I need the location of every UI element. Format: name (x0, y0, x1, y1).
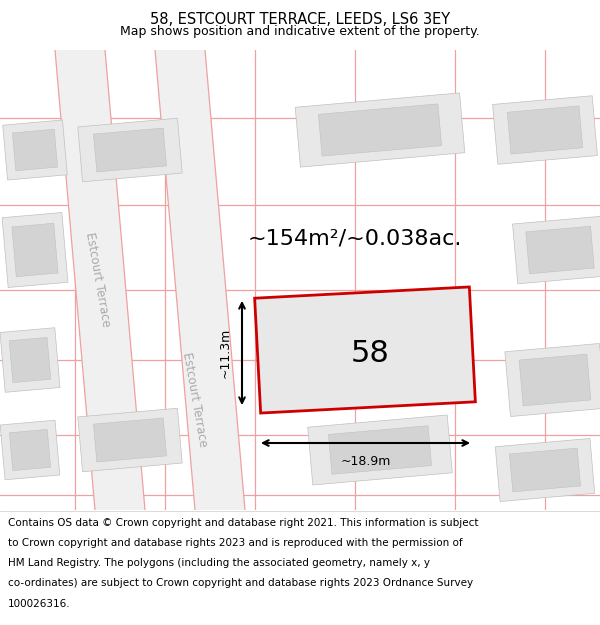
Text: to Crown copyright and database rights 2023 and is reproduced with the permissio: to Crown copyright and database rights 2… (8, 538, 463, 548)
Polygon shape (55, 50, 145, 510)
Text: Estcourt Terrace: Estcourt Terrace (83, 232, 113, 328)
Bar (2, 213, 68, 288)
Text: ~18.9m: ~18.9m (340, 455, 391, 468)
Bar (94, 128, 167, 172)
Bar (328, 426, 431, 474)
Polygon shape (155, 50, 245, 510)
Bar (10, 429, 50, 471)
Bar (505, 344, 600, 416)
Text: 58, ESTCOURT TERRACE, LEEDS, LS6 3EY: 58, ESTCOURT TERRACE, LEEDS, LS6 3EY (150, 12, 450, 28)
Bar (9, 338, 51, 382)
Bar (295, 93, 465, 167)
Bar (493, 96, 598, 164)
Text: ~11.3m: ~11.3m (219, 328, 232, 378)
Bar (12, 223, 58, 277)
Bar (526, 226, 594, 274)
Bar (3, 120, 67, 180)
Bar (495, 439, 595, 501)
Bar (0, 420, 60, 480)
Bar (254, 287, 475, 413)
Text: Estcourt Terrace: Estcourt Terrace (180, 352, 210, 448)
Text: HM Land Registry. The polygons (including the associated geometry, namely x, y: HM Land Registry. The polygons (includin… (8, 558, 430, 568)
Bar (319, 104, 442, 156)
Text: 58: 58 (350, 339, 389, 367)
Bar (13, 129, 58, 171)
Bar (78, 118, 182, 182)
Bar (519, 354, 591, 406)
Bar (512, 216, 600, 284)
Bar (293, 308, 437, 392)
Text: Contains OS data © Crown copyright and database right 2021. This information is : Contains OS data © Crown copyright and d… (8, 518, 478, 528)
Text: Map shows position and indicative extent of the property.: Map shows position and indicative extent… (120, 24, 480, 38)
Bar (78, 408, 182, 472)
Text: co-ordinates) are subject to Crown copyright and database rights 2023 Ordnance S: co-ordinates) are subject to Crown copyr… (8, 578, 473, 588)
Bar (308, 415, 452, 485)
Bar (509, 448, 581, 492)
Text: ~154m²/~0.038ac.: ~154m²/~0.038ac. (248, 228, 462, 248)
Bar (508, 106, 583, 154)
Text: 100026316.: 100026316. (8, 599, 70, 609)
Bar (0, 328, 60, 392)
Bar (94, 418, 167, 462)
